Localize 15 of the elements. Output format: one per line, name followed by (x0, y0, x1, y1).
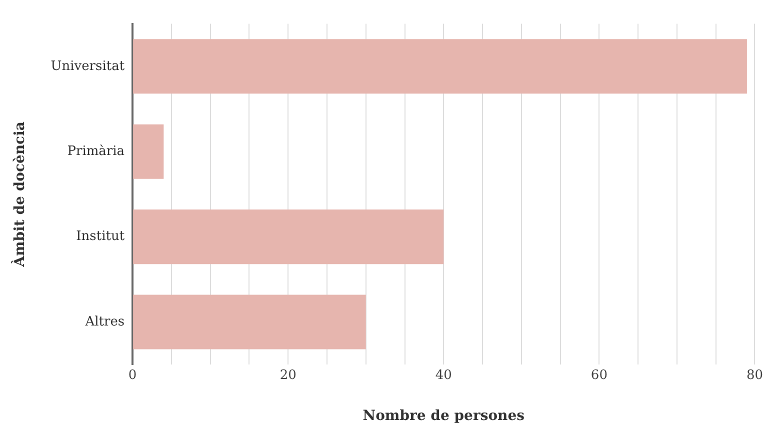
bar (133, 124, 164, 179)
x-axis-title: Nombre de persones (362, 408, 525, 424)
y-axis-title: Àmbit de docència (11, 122, 28, 268)
y-tick-label: Primària (67, 144, 125, 159)
bar (133, 294, 366, 350)
x-tick-label: 40 (435, 368, 452, 383)
y-tick-label: Institut (76, 229, 126, 244)
bar (133, 210, 444, 264)
x-tick-label: 0 (128, 368, 137, 383)
x-tick-label: 80 (746, 368, 763, 383)
x-tick-label: 20 (280, 368, 296, 383)
y-tick-label: Universitat (50, 58, 126, 74)
y-tick-label: Altres (84, 314, 125, 330)
x-tick-label: 60 (590, 368, 608, 383)
bar (133, 39, 747, 94)
